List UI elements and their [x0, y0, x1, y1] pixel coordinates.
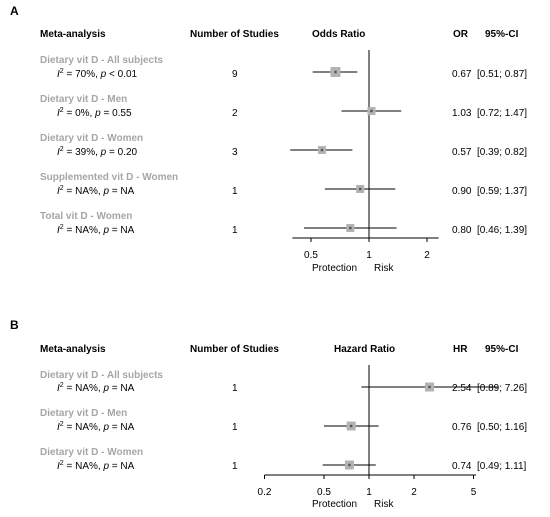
panel-b-row-heterogeneity: I2 = NA%, p = NA: [57, 382, 135, 394]
panel-a: A Meta-analysis Number of Studies Odds R…: [10, 4, 527, 274]
panel-a-x-tick-label: 2: [424, 250, 430, 261]
panel-a-header-studies: Number of Studies: [190, 29, 279, 40]
panel-b-row: Dietary vit D - All subjects I2 = NA%, p…: [40, 370, 527, 394]
panel-a-row-estimate: 1.03: [452, 108, 472, 119]
panel-a-estimate-center: [349, 226, 352, 230]
panel-b-header-ci: 95%-CI: [485, 344, 519, 355]
panel-a-header-analysis: Meta-analysis: [40, 29, 106, 40]
panel-a-row-heterogeneity: I2 = 0%, p = 0.55: [57, 107, 132, 119]
panel-a-estimate-center: [334, 70, 337, 74]
panel-a-estimate-center: [370, 109, 373, 113]
panel-a-row-estimate: 0.80: [452, 225, 472, 236]
panel-a-row: Supplemented vit D - Women I2 = NA%, p =…: [40, 172, 527, 197]
panel-b-estimate-center: [428, 385, 431, 389]
panel-b-row-estimate: 0.76: [452, 422, 472, 433]
panel-a-axis-risk-label: Risk: [374, 263, 394, 274]
panel-a-header-ci: 95%-CI: [485, 29, 519, 40]
panel-b-row-estimate: 2.54: [452, 383, 472, 394]
panel-b-row-ci: [0.50; 1.16]: [477, 422, 527, 433]
panel-b-x-tick-label: 5: [471, 487, 477, 498]
panel-a-estimate-center: [320, 148, 324, 152]
panel-b: B Meta-analysis Number of Studies Hazard…: [10, 318, 527, 510]
panel-a-row-studies: 1: [232, 186, 238, 197]
panel-a-row-estimate: 0.67: [452, 69, 472, 80]
panel-b-row-heterogeneity: I2 = NA%, p = NA: [57, 421, 135, 433]
panel-b-row-label: Dietary vit D - Women: [40, 447, 143, 458]
panel-a-row-ci: [0.51; 0.87]: [477, 69, 527, 80]
panel-a-row-estimate: 0.90: [452, 186, 472, 197]
panel-b-row-studies: 1: [232, 422, 238, 433]
panel-b-row-ci: [0.89; 7.26]: [477, 383, 527, 394]
panel-a-row-label: Supplemented vit D - Women: [40, 172, 178, 183]
panel-b-x-tick-label: 0.5: [317, 487, 331, 498]
panel-a-row-heterogeneity: I2 = 39%, p = 0.20: [57, 146, 138, 158]
panel-b-row-studies: 1: [232, 383, 238, 394]
panel-a-row-ci: [0.72; 1.47]: [477, 108, 527, 119]
panel-a-x-tick-label: 0.5: [304, 250, 318, 261]
panel-a-row-label: Dietary vit D - All subjects: [40, 55, 163, 66]
panel-b-row-heterogeneity: I2 = NA%, p = NA: [57, 460, 135, 472]
panel-b-header-estimate: HR: [453, 344, 468, 355]
panel-a-header-estimate: OR: [453, 29, 469, 40]
panel-a-x-tick-label: 1: [366, 250, 372, 261]
panel-a-axis-protection-label: Protection: [312, 263, 357, 274]
panel-a-row-ci: [0.46; 1.39]: [477, 225, 527, 236]
panel-a-row-ci: [0.39; 0.82]: [477, 147, 527, 158]
panel-b-letter: B: [10, 318, 19, 332]
panel-a-row-label: Total vit D - Women: [40, 211, 132, 222]
panel-b-row-estimate: 0.74: [452, 461, 472, 472]
panel-a-row-heterogeneity: I2 = NA%, p = NA: [57, 224, 135, 236]
panel-b-header-analysis: Meta-analysis: [40, 344, 106, 355]
panel-b-row-studies: 1: [232, 461, 238, 472]
panel-b-row: Dietary vit D - Women I2 = NA%, p = NA 1…: [40, 447, 527, 472]
panel-a-row: Dietary vit D - All subjects I2 = 70%, p…: [40, 55, 527, 80]
panel-b-estimate-center: [348, 463, 351, 467]
panel-a-row-studies: 9: [232, 69, 238, 80]
panel-a-letter: A: [10, 4, 19, 18]
panel-b-forest-plot: 0.2 0.5 1 2 5: [258, 365, 498, 498]
panel-b-x-tick-label: 2: [411, 487, 417, 498]
panel-b-row: Dietary vit D - Men I2 = NA%, p = NA 1 0…: [40, 408, 527, 433]
panel-a-forest-plot: 0.5 1 2: [290, 50, 439, 261]
panel-a-row-label: Dietary vit D - Men: [40, 94, 127, 105]
panel-a-row-heterogeneity: I2 = NA%, p = NA: [57, 185, 135, 197]
panel-a-row-label: Dietary vit D - Women: [40, 133, 143, 144]
panel-b-header-plot: Hazard Ratio: [334, 344, 395, 355]
panel-a-row-ci: [0.59; 1.37]: [477, 186, 527, 197]
panel-a-row-heterogeneity: I2 = 70%, p < 0.01: [57, 68, 138, 80]
panel-a-row-estimate: 0.57: [452, 147, 472, 158]
panel-b-axis-protection-label: Protection: [312, 499, 357, 510]
panel-b-axis-risk-label: Risk: [374, 499, 394, 510]
panel-b-x-tick-label: 1: [366, 487, 372, 498]
panel-a-row: Dietary vit D - Women I2 = 39%, p = 0.20…: [40, 133, 527, 158]
panel-b-row-ci: [0.49; 1.11]: [477, 461, 527, 472]
panel-b-header-studies: Number of Studies: [190, 344, 279, 355]
panel-a-row-studies: 2: [232, 108, 238, 119]
panel-a-header-plot: Odds Ratio: [312, 29, 365, 40]
panel-b-row-label: Dietary vit D - Men: [40, 408, 127, 419]
panel-b-x-tick-label: 0.2: [258, 487, 272, 498]
panel-a-row-studies: 3: [232, 147, 238, 158]
panel-a-estimate-center: [358, 187, 362, 191]
panel-b-estimate-center: [349, 424, 353, 428]
panel-a-row: Total vit D - Women I2 = NA%, p = NA 1 0…: [40, 211, 527, 236]
panel-a-row: Dietary vit D - Men I2 = 0%, p = 0.55 2 …: [40, 94, 527, 119]
panel-b-row-label: Dietary vit D - All subjects: [40, 370, 163, 381]
panel-a-row-studies: 1: [232, 225, 238, 236]
